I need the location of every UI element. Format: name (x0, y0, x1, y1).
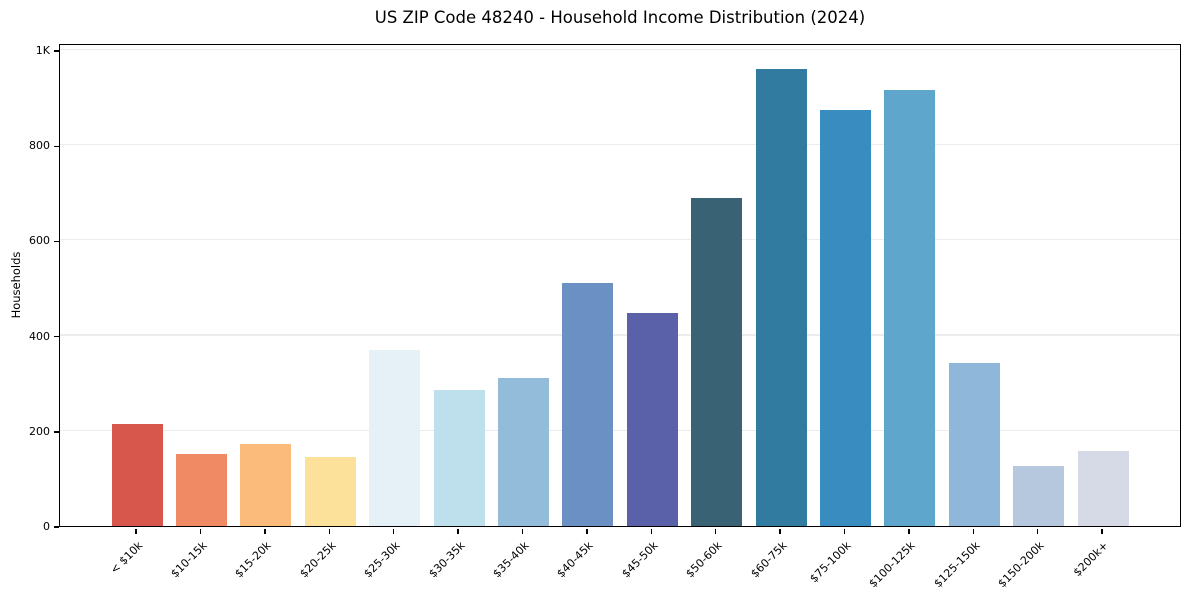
y-axis-label: Households (9, 251, 23, 319)
y-tick-mark (54, 431, 59, 433)
x-tick-label: $45-50k (619, 539, 661, 581)
y-tick-mark (54, 526, 59, 528)
x-tick-mark (199, 528, 202, 534)
y-tick-mark (54, 240, 59, 243)
y-tick-label: 200 (29, 424, 50, 438)
y-tick-label: 1K (35, 44, 50, 57)
x-tick-mark (586, 528, 588, 534)
bar-$45-50k (626, 312, 678, 526)
bar-$35-40k (497, 377, 549, 526)
bar-$30-35k (433, 390, 485, 526)
bar-$75-100k (819, 109, 871, 526)
plot-area (59, 44, 1181, 527)
bar-$40-45k (562, 283, 614, 526)
x-tick-label: $10-15k (168, 539, 210, 581)
x-tick-mark (392, 528, 395, 534)
x-tick-label: $75-100k (807, 539, 854, 586)
y-tick-label: 600 (29, 234, 50, 248)
bar-< $10k (111, 423, 163, 526)
x-tick-mark (135, 528, 137, 534)
x-tick-mark (843, 528, 846, 534)
bar-$50-60k (691, 197, 743, 526)
bar-$125-150k (948, 362, 1000, 526)
gridline (60, 143, 1180, 146)
x-tick-mark (908, 528, 910, 534)
x-tick-label: $30-35k (425, 539, 468, 581)
x-tick-label: $20-25k (297, 539, 339, 581)
x-tick-label: < $10k (107, 539, 146, 577)
x-tick-label: $40-45k (554, 539, 596, 581)
x-tick-mark (521, 528, 524, 534)
y-tick-label: 800 (29, 139, 50, 153)
x-tick-label: $25-30k (361, 539, 403, 581)
bar-$200k+ (1077, 451, 1129, 526)
y-tick-mark (54, 145, 59, 147)
gridline (60, 48, 1180, 50)
bar-$15-20k (240, 444, 292, 526)
gridline (60, 429, 1180, 431)
bar-$100-125k (884, 90, 936, 526)
x-tick-mark (779, 528, 781, 534)
bar-$20-25k (304, 456, 356, 526)
y-tick-mark (54, 336, 59, 338)
bar-$25-30k (369, 349, 421, 526)
gridline (60, 239, 1180, 241)
x-tick-mark (972, 528, 974, 534)
y-tick-mark (54, 50, 59, 52)
x-tick-label: $50-60k (683, 539, 725, 581)
y-tick-label: 400 (29, 329, 50, 343)
y-tick-label: 0 (43, 520, 50, 533)
x-tick-mark (328, 528, 330, 534)
x-tick-label: $100-125k (866, 539, 918, 590)
bar-$150-200k (1013, 466, 1065, 526)
x-tick-label: $35-40k (490, 539, 532, 581)
chart-title: US ZIP Code 48240 - Household Income Dis… (374, 8, 866, 27)
x-tick-label: $60-75k (747, 539, 790, 581)
x-tick-label: $125-150k (931, 539, 983, 590)
x-tick-mark (1036, 528, 1039, 534)
x-tick-mark (650, 528, 652, 534)
gridline (60, 334, 1180, 336)
x-tick-label: $200k+ (1071, 539, 1112, 580)
x-tick-label: $15-20k (232, 539, 274, 581)
bar-$10-15k (175, 454, 227, 526)
x-tick-label: $150-200k (995, 539, 1047, 590)
bar-$60-75k (755, 69, 807, 526)
x-tick-mark (457, 528, 459, 534)
x-tick-mark (714, 528, 717, 534)
x-tick-mark (264, 528, 266, 534)
x-tick-mark (1101, 528, 1103, 534)
